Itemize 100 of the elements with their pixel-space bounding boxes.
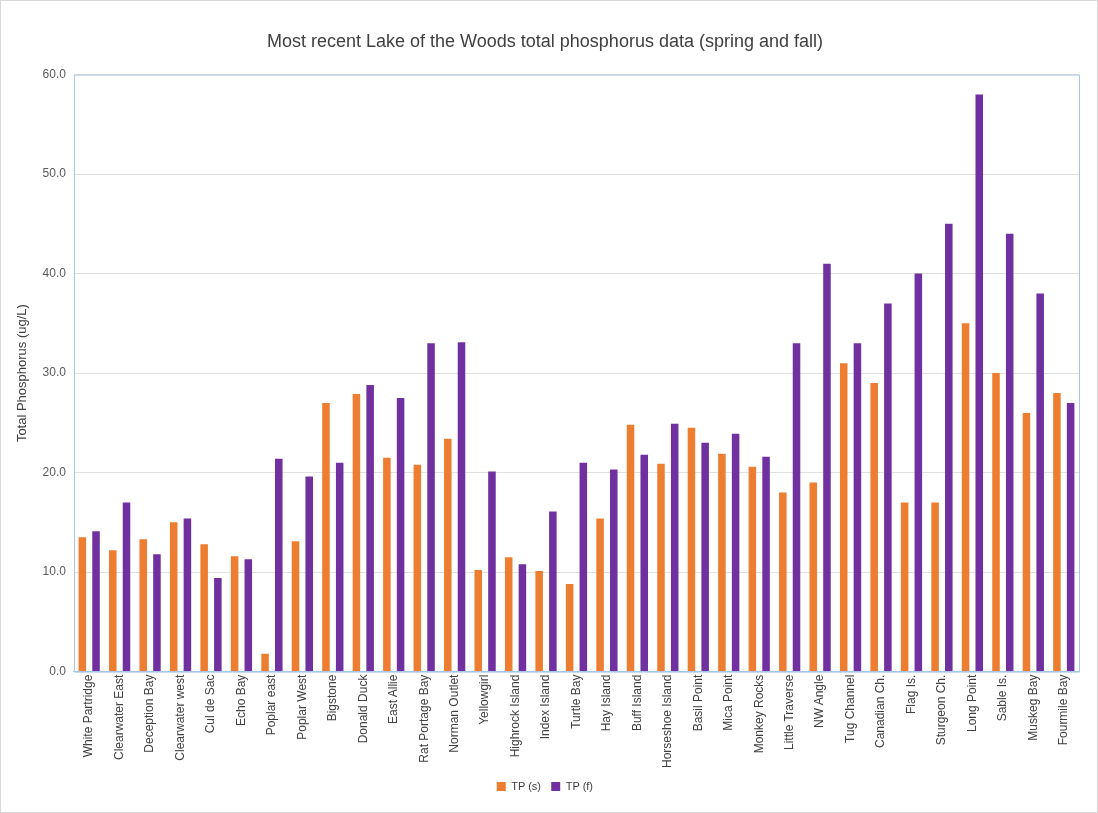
bar [640,454,649,672]
y-tick-label: 60.0 [42,66,67,81]
bar [670,423,679,672]
bar [291,541,300,672]
x-tick-label: Muskeg Bay [1025,674,1040,741]
bar [139,539,148,672]
bar [488,471,496,672]
bar [169,522,178,672]
legend-label: TP (s) [511,779,542,792]
x-tick-label: Basil Point [690,673,705,732]
bar [945,223,953,672]
bar [900,502,909,672]
bar [975,94,984,672]
bar [78,537,87,672]
bar [1005,233,1014,672]
x-tick-label: Clearwater west [172,673,187,761]
bar [1022,412,1031,672]
bar [792,343,801,672]
x-tick-label: East Allie [386,674,401,724]
bar [92,531,100,672]
x-tick-label: Poplar east [264,673,279,736]
bar [396,397,405,672]
x-tick-label: Donald Duck [355,673,370,744]
bar [884,303,892,672]
x-tick-label: Canadian Ch. [873,674,888,748]
x-tick-label: Cul de Sac [203,674,218,734]
bar [366,385,374,672]
bar [518,564,527,672]
y-tick-label: 10.0 [42,564,67,579]
bar [322,402,330,672]
bar [731,433,740,672]
x-tick-label: Clearwater East [111,673,126,760]
bar [914,273,923,672]
bar [427,343,435,672]
x-tick-label: Horseshoe Island [660,674,675,768]
x-tick-label: Long Point [964,673,979,732]
bar [779,492,787,672]
bar [230,556,239,672]
bar [961,323,970,672]
x-tick-label: Norman Outlet [446,673,461,753]
x-tick-label: Mica Point [721,673,736,731]
bar [183,518,192,672]
x-tick-label: Flag Is. [903,674,918,714]
bar [809,482,818,672]
x-tick-label: Echo Bay [233,674,248,726]
x-tick-label: NW Angle [812,674,827,728]
bar [214,578,222,672]
bar [122,502,131,672]
x-tick-label: Monkey Rocks [751,674,766,754]
bar [305,476,313,672]
bar [762,456,770,672]
bar [275,458,283,672]
bar [474,570,483,672]
x-tick-label: Buff Island [629,674,644,732]
y-tick-label: 30.0 [42,365,67,380]
bar [718,453,726,672]
bar [596,518,604,672]
bar [610,469,618,672]
x-tick-label: Fourmile Bay [1056,674,1071,746]
bar [687,427,696,672]
x-tick-label: Rat Portage Bay [416,674,431,763]
bar [657,463,665,672]
y-tick-label: 50.0 [42,166,67,181]
bar [748,466,757,672]
x-tick-label: Hay Island [599,674,614,732]
x-tick-label: Yellowgirl [477,674,492,725]
x-tick-label: White Partridge [81,674,96,758]
bar [565,584,574,672]
bar [931,502,939,672]
bar [823,263,831,672]
bar [413,464,422,672]
x-tick-label: Sable Is. [995,674,1010,722]
bar [992,373,1000,672]
bar [870,383,878,672]
chart-title: Most recent Lake of the Woods total phosphorus data (spring and fall) [267,30,823,51]
bar [244,559,253,672]
x-tick-label: Poplar West [294,673,309,740]
bar [853,343,862,672]
y-tick-label: 0.0 [49,663,67,678]
y-tick-label: 20.0 [42,464,67,479]
bar [1036,293,1044,672]
x-tick-label: Tug Channel [842,674,857,743]
bar [153,554,161,672]
bar [457,342,466,672]
bar [200,544,208,672]
x-tick-label: Index Island [538,674,553,740]
bar [579,462,588,672]
legend-label: TP (f) [565,779,594,792]
bar [839,363,848,672]
x-tick-label: Little Traverse [781,674,796,750]
bar [383,457,391,672]
bar [701,442,709,672]
bar [261,653,269,672]
bar [1053,393,1061,672]
x-tick-label: Sturgeon Ch. [934,674,949,746]
bar [109,550,117,672]
y-tick-label: 40.0 [42,265,67,280]
x-tick-label: Turtle Bay [568,674,583,729]
bar [444,438,452,672]
bar [352,394,361,672]
